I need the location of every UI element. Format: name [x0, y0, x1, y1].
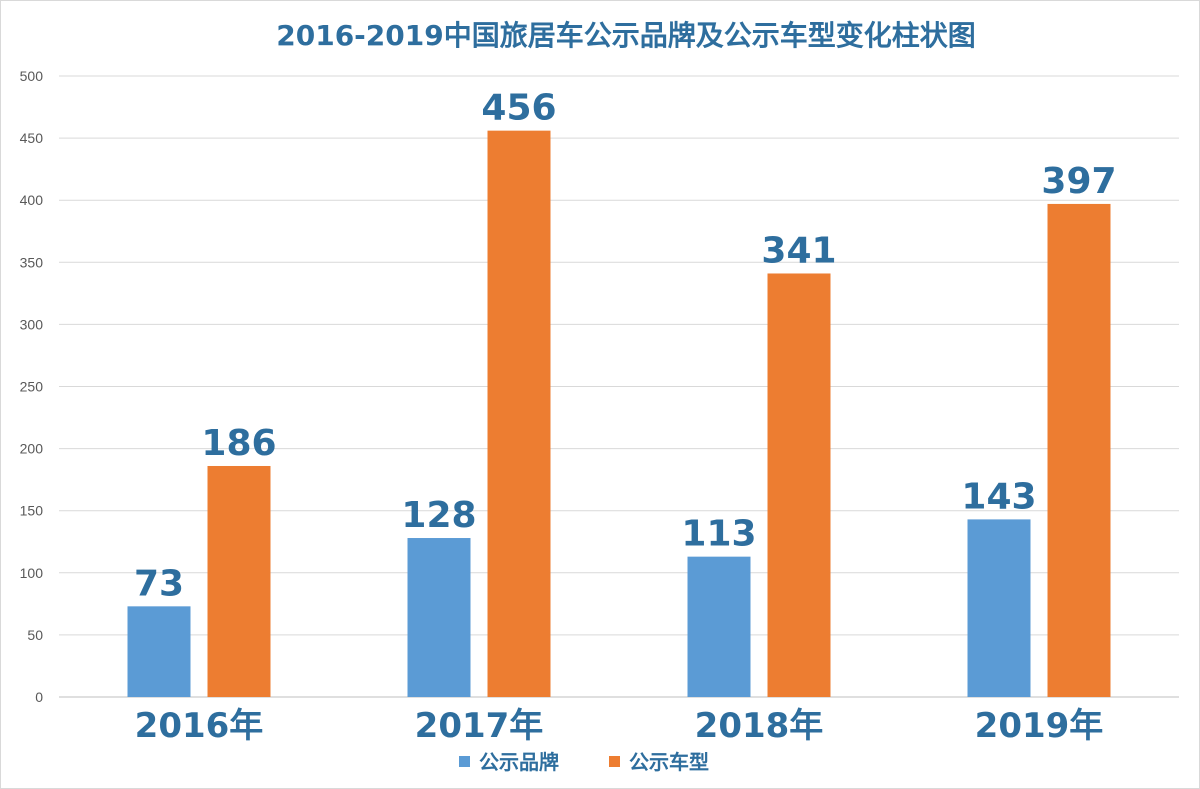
- y-tick-label: 300: [20, 316, 44, 332]
- legend-label: 公示品牌: [479, 750, 559, 774]
- data-label: 128: [401, 495, 476, 536]
- x-tick-label: 2019年: [975, 706, 1104, 746]
- bar-model-0: [207, 465, 271, 697]
- data-label: 113: [681, 514, 756, 555]
- bar-brand-3: [967, 519, 1031, 697]
- y-tick-label: 250: [20, 379, 44, 395]
- data-label: 397: [1041, 161, 1116, 202]
- legend: 公示品牌 公示车型: [459, 750, 709, 774]
- bar-model-3: [1047, 203, 1111, 697]
- y-tick-label: 50: [27, 627, 43, 643]
- y-tick-label: 350: [20, 254, 44, 270]
- data-label: 341: [761, 230, 836, 271]
- y-tick-label: 150: [20, 503, 44, 519]
- legend-swatch: [459, 756, 470, 767]
- x-tick-label: 2018年: [695, 706, 824, 746]
- bars: [127, 130, 1111, 697]
- y-tick-label: 500: [20, 68, 44, 84]
- legend-label: 公示车型: [629, 750, 709, 774]
- x-tick-label: 2016年: [135, 706, 264, 746]
- legend-swatch: [609, 756, 620, 767]
- y-tick-label: 100: [20, 565, 44, 581]
- bar-model-2: [767, 273, 831, 697]
- y-tick-label: 0: [35, 689, 43, 705]
- chart-title: 2016-2019中国旅居车公示品牌及公示车型变化柱状图: [276, 19, 975, 52]
- x-axis-ticks: 2016年 2017年 2018年 2019年: [135, 706, 1104, 746]
- x-tick-label: 2017年: [415, 706, 544, 746]
- y-tick-label: 450: [20, 130, 44, 146]
- data-label: 143: [961, 476, 1036, 517]
- data-label: 73: [134, 563, 184, 604]
- data-labels: 73 186 128 456 113 341 143 397: [134, 88, 1117, 605]
- bar-model-1: [487, 130, 551, 697]
- y-tick-label: 200: [20, 441, 44, 457]
- y-axis-ticks: 0 50 100 150 200 250 300 350 400 450 500: [20, 68, 44, 705]
- data-label: 186: [201, 423, 276, 464]
- bar-brand-2: [687, 556, 751, 697]
- bar-brand-0: [127, 606, 191, 697]
- y-tick-label: 400: [20, 192, 44, 208]
- data-label: 456: [481, 88, 556, 129]
- bar-brand-1: [407, 538, 471, 697]
